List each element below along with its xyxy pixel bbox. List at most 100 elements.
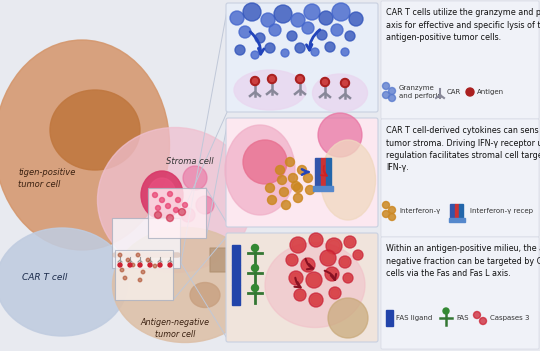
- Circle shape: [466, 88, 474, 96]
- Circle shape: [152, 192, 158, 198]
- Circle shape: [274, 5, 292, 23]
- Bar: [449, 218, 465, 222]
- Circle shape: [131, 263, 135, 267]
- Circle shape: [183, 166, 207, 190]
- Circle shape: [296, 291, 304, 299]
- Circle shape: [167, 192, 172, 197]
- Ellipse shape: [141, 171, 183, 219]
- Bar: [313, 186, 333, 191]
- Circle shape: [480, 318, 487, 325]
- Circle shape: [317, 30, 327, 40]
- Circle shape: [346, 238, 354, 246]
- Circle shape: [353, 250, 363, 260]
- Circle shape: [306, 272, 322, 288]
- Circle shape: [196, 196, 214, 214]
- Circle shape: [328, 240, 340, 252]
- Text: CAR: CAR: [447, 89, 461, 95]
- Ellipse shape: [148, 178, 176, 212]
- FancyBboxPatch shape: [226, 118, 378, 227]
- Circle shape: [345, 31, 355, 41]
- Circle shape: [252, 285, 259, 291]
- Circle shape: [474, 311, 481, 318]
- Text: Interferon-γ recep: Interferon-γ recep: [470, 208, 533, 214]
- Circle shape: [295, 43, 305, 53]
- Text: Within an antigen-positive milieu, the a
negative fraction can be targeted by CA: Within an antigen-positive milieu, the a…: [386, 244, 540, 278]
- FancyBboxPatch shape: [226, 3, 378, 112]
- Bar: [450, 204, 455, 218]
- Circle shape: [243, 3, 261, 21]
- Circle shape: [294, 193, 302, 203]
- Circle shape: [239, 26, 251, 38]
- Circle shape: [136, 253, 140, 257]
- Circle shape: [126, 258, 130, 262]
- Bar: [232, 285, 240, 305]
- Text: Antigen-negative
tumor cell: Antigen-negative tumor cell: [140, 318, 210, 339]
- Circle shape: [289, 271, 303, 285]
- Bar: [455, 204, 459, 218]
- Circle shape: [308, 274, 320, 286]
- Circle shape: [148, 263, 152, 267]
- Circle shape: [287, 31, 297, 41]
- Circle shape: [341, 48, 349, 56]
- Circle shape: [286, 158, 294, 166]
- Circle shape: [388, 94, 395, 101]
- Circle shape: [303, 173, 313, 183]
- Circle shape: [266, 184, 274, 192]
- Circle shape: [138, 278, 142, 282]
- Circle shape: [311, 235, 321, 245]
- Circle shape: [329, 287, 341, 299]
- Circle shape: [331, 24, 343, 36]
- Circle shape: [156, 205, 160, 211]
- Circle shape: [298, 77, 302, 81]
- Circle shape: [298, 166, 307, 174]
- Circle shape: [159, 198, 165, 203]
- Circle shape: [328, 298, 368, 338]
- Text: Granzyme
and perforin: Granzyme and perforin: [399, 85, 442, 99]
- Text: Interferon-γ: Interferon-γ: [399, 208, 440, 214]
- Circle shape: [322, 252, 334, 264]
- Circle shape: [278, 176, 287, 185]
- Circle shape: [311, 295, 321, 305]
- Circle shape: [290, 237, 306, 253]
- Circle shape: [275, 166, 285, 174]
- Ellipse shape: [234, 70, 306, 110]
- Circle shape: [181, 208, 195, 222]
- Bar: [315, 158, 321, 186]
- Ellipse shape: [265, 243, 365, 327]
- Bar: [321, 158, 326, 186]
- Circle shape: [321, 78, 329, 86]
- Circle shape: [286, 254, 298, 266]
- Circle shape: [306, 185, 314, 194]
- Circle shape: [382, 211, 389, 218]
- Circle shape: [320, 250, 336, 266]
- Circle shape: [311, 48, 319, 56]
- Circle shape: [173, 207, 179, 212]
- Circle shape: [388, 213, 395, 220]
- Circle shape: [267, 196, 276, 205]
- Bar: [326, 158, 331, 186]
- Circle shape: [267, 74, 276, 84]
- Text: CAR T cell-derived cytokines can sens
tumor stroma. Driving IFN-γ receptor u
reg: CAR T cell-derived cytokines can sens tu…: [386, 126, 540, 172]
- Text: CAR T cell: CAR T cell: [22, 273, 68, 283]
- Ellipse shape: [313, 74, 368, 112]
- Circle shape: [288, 173, 298, 183]
- Circle shape: [318, 113, 362, 157]
- Circle shape: [251, 51, 259, 59]
- Circle shape: [123, 276, 127, 280]
- Bar: [148, 188, 206, 238]
- Circle shape: [179, 208, 186, 216]
- Circle shape: [349, 12, 363, 26]
- Circle shape: [309, 293, 323, 307]
- Ellipse shape: [0, 228, 128, 336]
- Circle shape: [165, 204, 171, 208]
- Circle shape: [291, 273, 301, 283]
- Circle shape: [154, 212, 161, 219]
- Text: Caspases 3: Caspases 3: [490, 315, 530, 321]
- Circle shape: [443, 308, 449, 314]
- Circle shape: [339, 256, 351, 268]
- Circle shape: [118, 253, 122, 257]
- Circle shape: [265, 43, 275, 53]
- Circle shape: [288, 256, 296, 264]
- Circle shape: [326, 238, 342, 254]
- Circle shape: [281, 49, 289, 57]
